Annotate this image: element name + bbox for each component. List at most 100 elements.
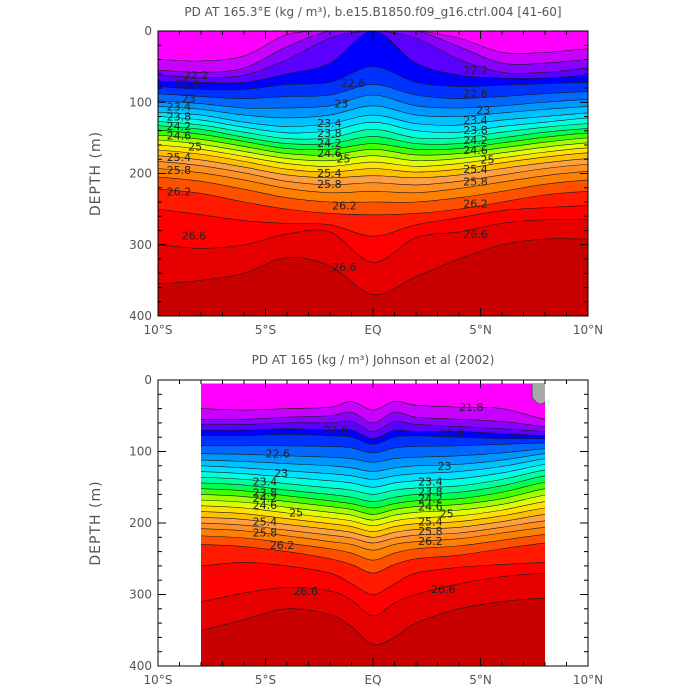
missing-data-patch bbox=[531, 383, 545, 405]
isopycnal-line bbox=[201, 501, 545, 527]
isopycnal-line bbox=[201, 488, 545, 515]
contour-label: 21.8 bbox=[459, 401, 484, 414]
contour-label: 23.8 bbox=[317, 127, 342, 140]
contour-label: 26.2 bbox=[418, 535, 443, 548]
isopycnal-line bbox=[201, 458, 545, 480]
contour-label: 22.6 bbox=[463, 88, 488, 101]
isopycnal-line bbox=[158, 125, 588, 145]
isopycnal-line bbox=[201, 401, 545, 420]
contour-label: 22.6 bbox=[440, 428, 465, 441]
isopycnal-line bbox=[201, 534, 545, 561]
contour-label: 25 bbox=[481, 153, 495, 166]
x-tick-label: EQ bbox=[364, 673, 381, 687]
contour-label: 22.6 bbox=[175, 78, 200, 91]
contour-fills bbox=[201, 383, 545, 666]
isopycnal-line bbox=[201, 475, 545, 502]
contour-label: 25.4 bbox=[253, 516, 278, 529]
isopycnal-line bbox=[201, 428, 545, 439]
contour-label: 26.6 bbox=[332, 261, 357, 274]
y-tick-label: 200 bbox=[129, 516, 152, 530]
contour-label: 24.6 bbox=[463, 144, 488, 157]
isopycnal-line bbox=[201, 572, 545, 617]
contour-label: 25.4 bbox=[418, 516, 443, 529]
chart-title: PD AT 165 (kg / m³) Johnson et al (2002) bbox=[252, 353, 495, 367]
isopycnal-line bbox=[158, 188, 588, 216]
contour-label: 22.2 bbox=[463, 64, 488, 77]
contour-lines bbox=[201, 401, 545, 646]
contour-label: 26.6 bbox=[182, 229, 207, 242]
contour-label: 24.6 bbox=[317, 147, 342, 160]
contour-label: 24.2 bbox=[167, 120, 192, 133]
isopycnal-line bbox=[158, 176, 588, 203]
isopycnal-line bbox=[158, 121, 588, 140]
contour-band bbox=[201, 383, 545, 420]
chart-title: PD AT 165.3°E (kg / m³), b.e15.B1850.f09… bbox=[184, 5, 561, 19]
isopycnal-line bbox=[201, 526, 545, 551]
contour-labels: 22.222.62323.423.824.224.62525.425.826.2… bbox=[167, 64, 495, 274]
contour-label: 25.8 bbox=[167, 164, 192, 177]
contour-label: 24.2 bbox=[463, 134, 488, 147]
isopycnal-line bbox=[158, 134, 588, 156]
y-tick-label: 300 bbox=[129, 238, 152, 252]
x-tick-label: 5°N bbox=[469, 323, 492, 337]
isopycnal-line bbox=[201, 434, 545, 445]
contour-label: 25 bbox=[336, 153, 350, 166]
contour-label: 25.4 bbox=[463, 163, 488, 176]
contour-label: 24.6 bbox=[418, 501, 443, 514]
isopycnal-line bbox=[158, 129, 588, 151]
contour-label: 23 bbox=[182, 93, 196, 106]
isopycnal-line bbox=[158, 139, 588, 162]
contour-label: 23.4 bbox=[418, 476, 443, 489]
contour-labels: 22.621.822.622.6232323.423.824.224.62525… bbox=[253, 401, 484, 598]
y-tick-label: 0 bbox=[144, 373, 152, 387]
isopycnal-line bbox=[158, 205, 588, 237]
isopycnal-line bbox=[201, 542, 545, 574]
contour-label: 23.8 bbox=[463, 124, 488, 137]
contour-label: 25 bbox=[289, 506, 303, 519]
contour-label: 23 bbox=[438, 460, 452, 473]
x-tick-label: EQ bbox=[364, 323, 381, 337]
isopycnal-line bbox=[158, 238, 588, 295]
y-tick-label: 300 bbox=[129, 588, 152, 602]
x-tick-label: 5°S bbox=[255, 673, 276, 687]
isopycnal-line bbox=[158, 66, 588, 91]
y-tick-label: 200 bbox=[129, 167, 152, 181]
isopycnal-line bbox=[158, 219, 588, 263]
y-axis-label: DEPTH (m) bbox=[88, 480, 104, 565]
contour-label: 25 bbox=[188, 140, 202, 153]
x-tick-label: 10°N bbox=[573, 323, 603, 337]
contour-label: 25.4 bbox=[167, 151, 192, 164]
contour-label: 26.6 bbox=[463, 228, 488, 241]
isopycnal-line bbox=[201, 420, 545, 432]
x-tick-label: 10°S bbox=[144, 673, 173, 687]
contour-label: 25 bbox=[440, 508, 454, 521]
isopycnal-line bbox=[201, 442, 545, 454]
x-tick-label: 10°N bbox=[573, 673, 603, 687]
contour-label: 23.4 bbox=[463, 114, 488, 127]
isopycnal-line bbox=[158, 84, 588, 99]
contour-label: 24.2 bbox=[317, 137, 342, 150]
contour-lines bbox=[158, 31, 588, 295]
isopycnal-line bbox=[158, 94, 588, 109]
isopycnal-line bbox=[158, 168, 588, 194]
isopycnal-line bbox=[201, 494, 545, 521]
contour-label: 26.2 bbox=[463, 197, 488, 210]
contour-label: 24.2 bbox=[253, 492, 278, 505]
y-tick-label: 400 bbox=[129, 309, 152, 323]
contour-label: 23.4 bbox=[167, 101, 192, 114]
isopycnal-line bbox=[201, 453, 545, 472]
isopycnal-line bbox=[201, 507, 545, 532]
contour-label: 26.2 bbox=[332, 200, 357, 213]
x-tick-label: 5°S bbox=[255, 323, 276, 337]
contour-label: 23 bbox=[274, 467, 288, 480]
contour-band bbox=[137, 21, 610, 31]
panel-observations: 22.621.822.622.6232323.423.824.224.62525… bbox=[88, 353, 603, 687]
contour-label: 25.8 bbox=[463, 175, 488, 188]
isopycnal-line bbox=[158, 31, 588, 84]
contour-label: 25.8 bbox=[418, 525, 443, 538]
isopycnal-line bbox=[158, 161, 588, 186]
isopycnal-line bbox=[201, 520, 545, 544]
y-axis-label: DEPTH (m) bbox=[88, 131, 104, 216]
contour-label: 24.6 bbox=[167, 130, 192, 143]
